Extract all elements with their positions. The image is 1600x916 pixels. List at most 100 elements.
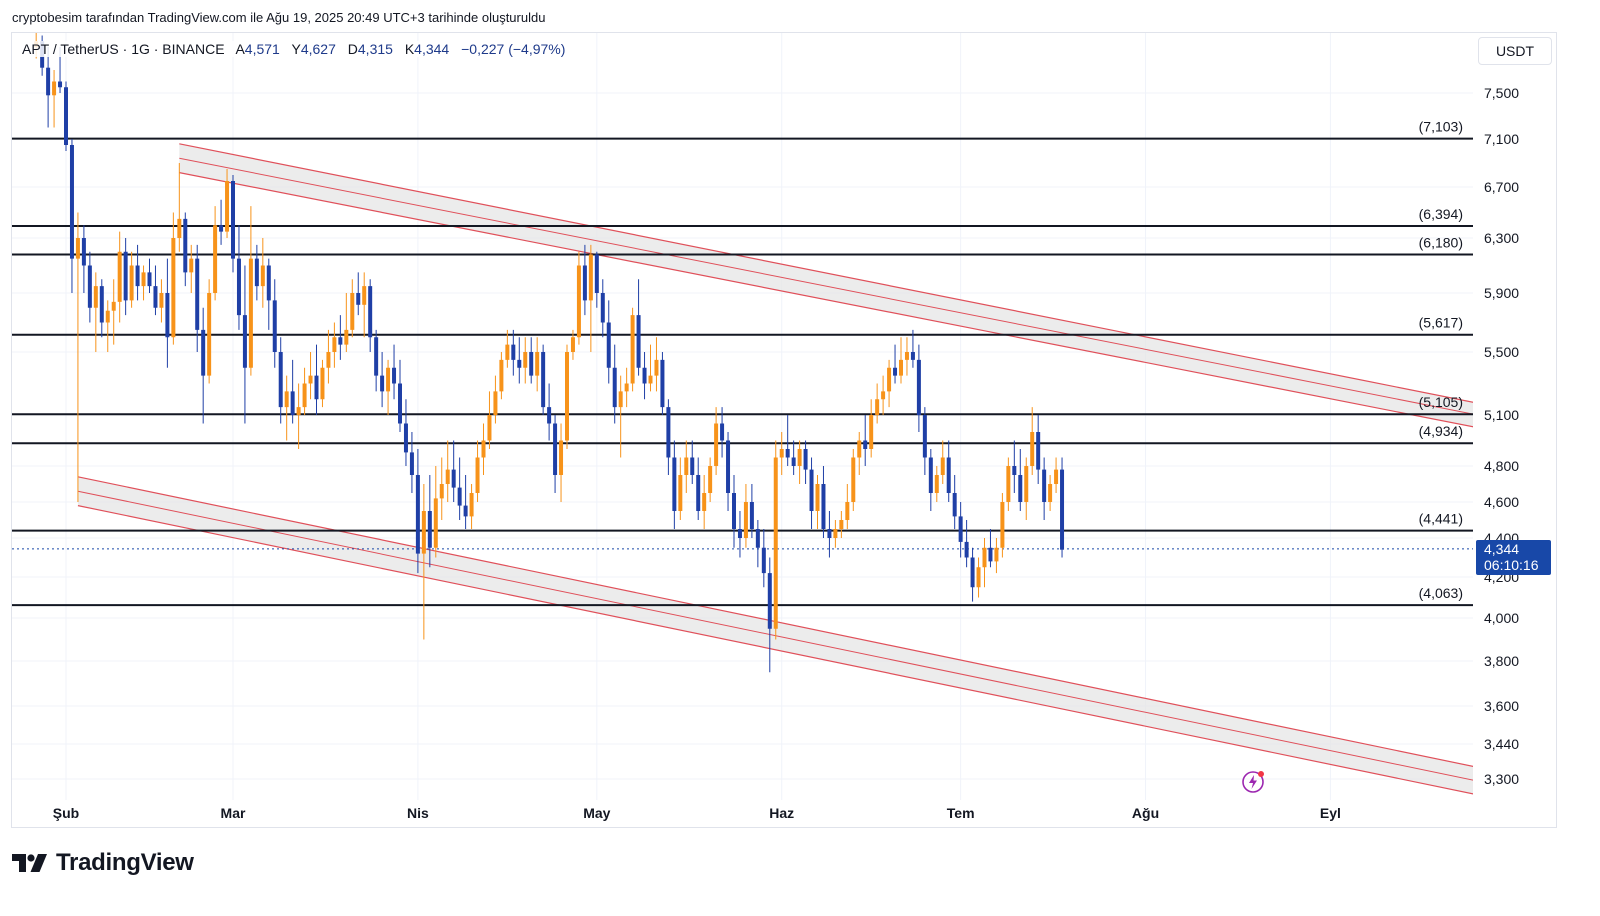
y-tick-label: 3,440 xyxy=(1484,736,1519,752)
candle-body xyxy=(570,337,575,352)
candle-body xyxy=(99,286,104,323)
candle-body xyxy=(308,375,313,384)
candle-body xyxy=(547,407,552,424)
candle-body xyxy=(755,529,760,548)
candle-body xyxy=(726,440,731,493)
candle-body xyxy=(219,225,224,232)
candle-body xyxy=(499,359,504,392)
candle-body xyxy=(505,344,510,360)
high-value: 4,627 xyxy=(300,41,336,57)
currency-button[interactable]: USDT xyxy=(1478,37,1552,65)
candle-body xyxy=(797,449,802,466)
candle-body xyxy=(1036,432,1041,470)
candle-body xyxy=(213,225,218,293)
candle-body xyxy=(81,238,86,266)
candle-body xyxy=(940,457,945,475)
y-tick-label: 5,100 xyxy=(1484,407,1519,423)
candle-body xyxy=(153,286,158,308)
tradingview-wordmark: TradingView xyxy=(56,849,194,876)
candle-body xyxy=(463,505,468,517)
lightning-alert-icon[interactable] xyxy=(1241,769,1267,795)
candle-body xyxy=(559,440,564,475)
candle-body xyxy=(600,293,605,323)
close-label: K xyxy=(404,41,415,57)
upper-channel-mid xyxy=(179,157,1473,415)
level-label: (4,441) xyxy=(1419,511,1463,527)
candle-body xyxy=(129,265,134,301)
tradingview-logo[interactable]: TradingView xyxy=(12,849,194,877)
candle-body xyxy=(976,567,981,588)
candle-body xyxy=(737,529,742,538)
candle-body xyxy=(225,181,230,232)
candle-body xyxy=(147,272,152,287)
candle-body xyxy=(1018,475,1023,502)
candle-body xyxy=(922,415,927,458)
candle-body xyxy=(135,265,140,287)
candle-body xyxy=(1030,432,1035,466)
last-price-value: 4,344 xyxy=(1484,541,1520,557)
candle-body xyxy=(606,322,611,368)
y-tick-label: 3,800 xyxy=(1484,653,1519,669)
candle-body xyxy=(159,293,164,308)
candle-body xyxy=(803,449,808,470)
candle-body xyxy=(272,300,277,352)
candle-body xyxy=(445,469,450,484)
y-tick-label: 5,900 xyxy=(1484,285,1519,301)
candle-body xyxy=(749,502,754,529)
candles xyxy=(34,33,1065,673)
y-tick-label: 3,300 xyxy=(1484,771,1519,787)
candle-body xyxy=(821,484,826,529)
candle-body xyxy=(910,352,915,360)
candle-body xyxy=(362,286,367,305)
candle-body xyxy=(815,484,820,511)
candle-body xyxy=(511,344,516,360)
candle-body xyxy=(696,475,701,511)
x-tick-label: Tem xyxy=(947,805,975,821)
candle-body xyxy=(702,493,707,511)
candle-body xyxy=(630,315,635,384)
candle-body xyxy=(648,375,653,384)
close-value: 4,344 xyxy=(414,41,450,57)
symbol-legend: APT / TetherUS · 1G · BINANCE A4,571 Y4,… xyxy=(20,41,568,57)
candle-body xyxy=(904,352,909,360)
candle-body xyxy=(1048,484,1053,502)
y-tick-label: 4,600 xyxy=(1484,494,1519,510)
candle-body xyxy=(87,265,92,308)
candle-body xyxy=(642,367,647,384)
level-labels: (7,103) (6,394) (6,180) (5,617) (5,105) (4,93… xyxy=(1419,119,1463,601)
x-tick-label: Nis xyxy=(407,805,429,821)
low-label: D xyxy=(347,41,358,57)
y-tick-label: 6,300 xyxy=(1484,230,1519,246)
candle-body xyxy=(254,258,259,287)
candle-body xyxy=(612,367,617,408)
candle-body xyxy=(326,352,331,368)
x-tick-label: Ağu xyxy=(1132,805,1159,821)
candle-body xyxy=(177,218,182,238)
candle-body xyxy=(636,315,641,368)
candle-body xyxy=(970,557,975,588)
candle-body xyxy=(332,337,337,352)
candle-body xyxy=(403,423,408,453)
candle-body xyxy=(386,367,391,392)
candle-body xyxy=(893,367,898,376)
candle-body xyxy=(988,547,993,562)
candle-body xyxy=(809,469,814,511)
candle-body xyxy=(201,329,206,376)
candle-body xyxy=(708,466,713,493)
candle-body xyxy=(421,511,426,554)
symbol-name: APT / TetherUS · 1G · BINANCE xyxy=(22,41,225,57)
candle-body xyxy=(427,511,432,548)
x-tick-label: Haz xyxy=(769,805,794,821)
candle-body xyxy=(952,493,957,517)
candle-body xyxy=(278,352,283,408)
candle-body xyxy=(433,498,438,548)
candle-body xyxy=(439,484,444,499)
candle-body xyxy=(284,391,289,408)
candle-body xyxy=(266,265,271,301)
candle-body xyxy=(785,449,790,458)
level-label: (6,180) xyxy=(1419,235,1463,251)
candle-body xyxy=(231,181,235,259)
candle-body xyxy=(111,301,116,311)
candle-body xyxy=(475,457,480,493)
